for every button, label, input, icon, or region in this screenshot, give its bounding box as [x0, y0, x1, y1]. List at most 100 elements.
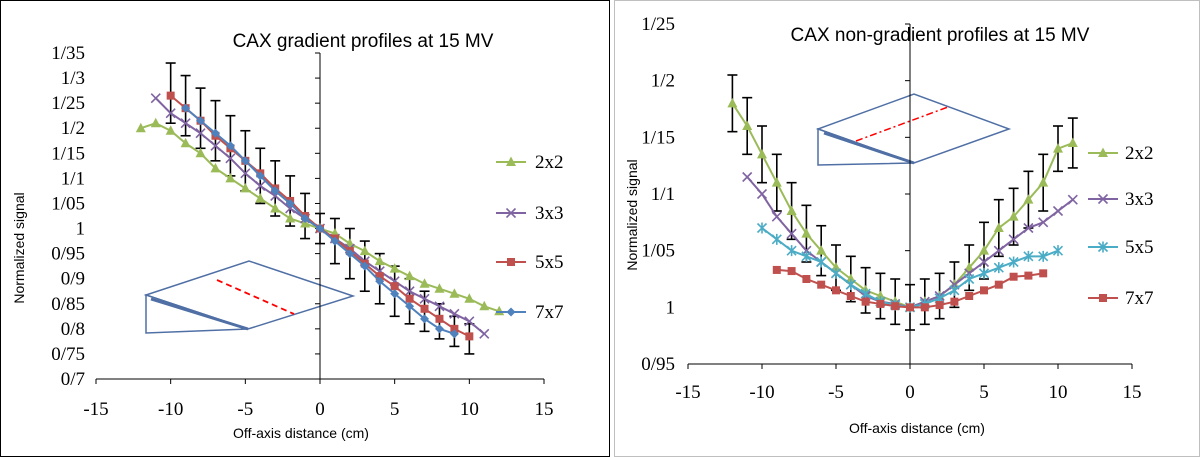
point-marker: [465, 332, 474, 341]
point-marker: [449, 308, 460, 319]
axes: -15 -10 -5 0 5 10 15 0/95 1 1/05 1/1 1/15 1/2 1/25: [641, 14, 1141, 403]
gradient-profiles-chart: CAX gradient profiles at 15 MV Normalize…: [11, 31, 564, 441]
y-tick-label: 0/7: [61, 369, 85, 390]
point-marker: [240, 168, 251, 179]
x-tick-label: 0: [905, 382, 915, 403]
y-tick-label: 0/95: [51, 244, 85, 265]
point-marker: [786, 205, 797, 215]
point-marker: [449, 329, 459, 339]
legend-entry: 2x2: [496, 152, 564, 173]
point-marker: [180, 118, 191, 129]
x-tick-label: -15: [83, 399, 108, 420]
point-marker: [507, 258, 515, 266]
point-marker: [434, 301, 445, 312]
point-marker: [846, 292, 855, 300]
point-marker: [1038, 177, 1049, 187]
point-marker: [1097, 193, 1109, 205]
point-marker: [787, 267, 796, 276]
legend-label: 5x5: [535, 252, 564, 273]
legend-label: 7x7: [1125, 288, 1154, 309]
point-marker: [389, 263, 400, 273]
point-marker: [390, 289, 400, 299]
point-marker: [479, 328, 490, 339]
point-marker: [1008, 234, 1019, 245]
point-marker: [964, 273, 975, 285]
point-marker: [965, 292, 974, 300]
legend-label: 3x3: [1125, 189, 1154, 210]
point-marker: [375, 276, 385, 286]
point-marker: [993, 245, 1004, 256]
point-marker: [742, 120, 753, 130]
point-marker: [1038, 250, 1049, 262]
point-marker: [360, 261, 370, 271]
legend-label: 5x5: [1125, 237, 1154, 258]
point-marker: [1097, 241, 1109, 253]
point-marker: [831, 262, 841, 272]
point-marker: [979, 245, 989, 255]
point-marker: [390, 282, 399, 291]
point-marker: [404, 270, 415, 281]
y-tick-label: 1/25: [641, 14, 675, 35]
point-marker: [845, 273, 856, 283]
point-marker: [771, 211, 782, 222]
y-tick-label: 1/15: [51, 143, 85, 164]
x-tick-label: -10: [158, 399, 183, 420]
point-marker: [479, 300, 490, 311]
point-marker: [419, 278, 430, 288]
point-marker: [727, 97, 738, 108]
point-marker: [1053, 143, 1063, 153]
axes: -15 -10 -5 0 5 10 15 0/7 0/75 0/8 0/85 0/9 0/95 1 1/05…: [51, 43, 553, 420]
series-layer: [135, 91, 505, 341]
series-line: [731, 102, 1074, 309]
point-marker: [225, 172, 236, 183]
x-axis-title: Off-axis distance (cm): [849, 420, 985, 436]
y-tick-label: 1/15: [641, 127, 675, 148]
point-marker: [786, 228, 797, 239]
point-marker: [1009, 272, 1018, 281]
legend-entry: 7x7: [1088, 288, 1154, 309]
point-marker: [1067, 137, 1078, 147]
legend-label: 2x2: [535, 152, 564, 173]
point-marker: [166, 91, 175, 100]
point-marker: [150, 117, 161, 128]
point-marker: [801, 250, 812, 262]
point-marker: [1008, 256, 1019, 268]
x-axis-title: Off-axis distance (cm): [233, 425, 369, 441]
point-marker: [978, 267, 990, 279]
point-marker: [964, 262, 975, 272]
point-marker: [506, 307, 516, 317]
point-marker: [345, 249, 355, 259]
series-layer: [727, 97, 1078, 313]
point-marker: [196, 116, 206, 126]
point-marker: [464, 316, 475, 327]
point-marker: [240, 156, 250, 166]
point-marker: [980, 286, 988, 295]
point-marker: [1038, 217, 1049, 228]
point-marker: [255, 171, 265, 181]
point-marker: [270, 186, 280, 196]
point-marker: [756, 222, 768, 234]
y-tick-label: 1/25: [51, 93, 85, 114]
gradient-profiles-panel: CAX gradient profiles at 15 MV Normalize…: [0, 0, 610, 457]
point-marker: [1099, 294, 1107, 302]
y-tick-label: 0/9: [61, 269, 85, 290]
point-marker: [210, 128, 220, 138]
point-marker: [771, 177, 782, 187]
point-marker: [150, 93, 161, 104]
point-marker: [506, 156, 516, 166]
point-marker: [876, 299, 885, 308]
point-marker: [505, 207, 517, 219]
point-marker: [285, 213, 296, 223]
y-tick-label: 1/2: [651, 71, 675, 92]
legend: 2x2 3x3 5x5 7x7: [496, 152, 564, 323]
point-marker: [450, 324, 459, 333]
point-marker: [875, 290, 886, 300]
point-marker: [771, 233, 782, 245]
chart-title: CAX non-gradient profiles at 15 MV: [791, 25, 1090, 46]
x-tick-label: -15: [675, 382, 700, 403]
point-marker: [950, 297, 959, 306]
legend-label: 3x3: [535, 203, 564, 224]
point-marker: [994, 280, 1003, 289]
x-tick-label: -5: [237, 399, 253, 420]
x-tick-label: 10: [460, 399, 479, 420]
